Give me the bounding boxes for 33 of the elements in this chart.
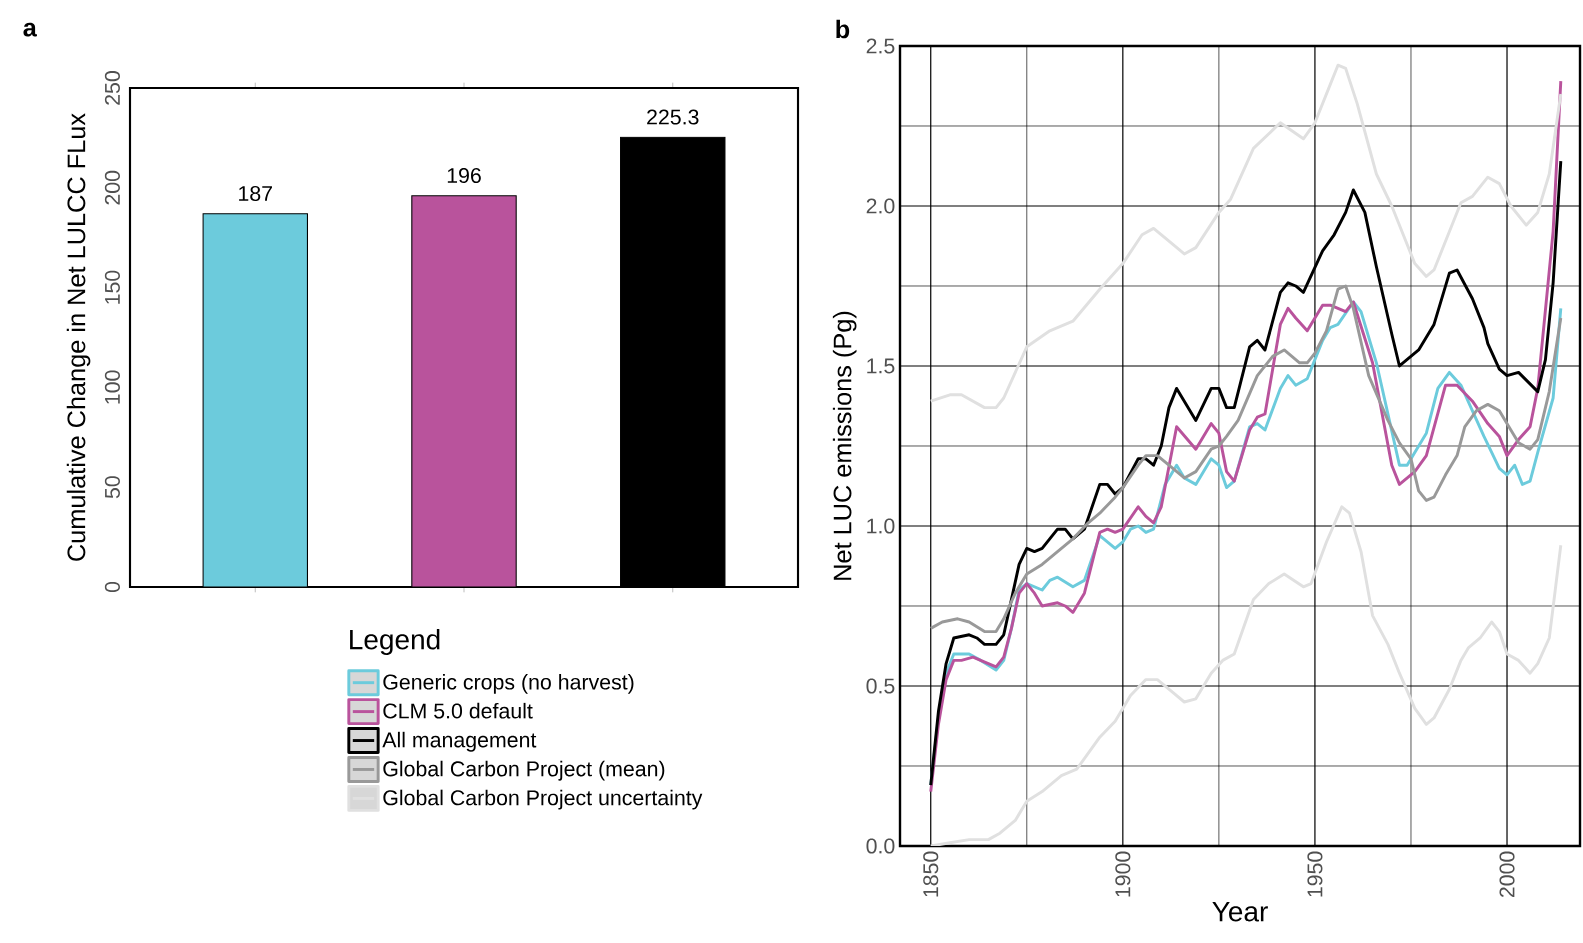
data-label: 225.3 bbox=[647, 109, 699, 125]
x-tick-label: 1850 bbox=[923, 851, 939, 897]
legend-label: CLM 5.0 default bbox=[383, 702, 533, 719]
y-tick-label: 2.5 bbox=[866, 38, 895, 54]
y-tick-label: 0.0 bbox=[866, 838, 895, 854]
legend-label: Global Carbon Project uncertainty bbox=[383, 789, 703, 810]
legend-label: Global Carbon Project (mean) bbox=[383, 760, 665, 781]
line-series bbox=[929, 284, 1563, 634]
y-tick-label: 250 bbox=[104, 71, 120, 105]
chart-title: a bbox=[23, 22, 37, 37]
y-tick-label: 0.5 bbox=[866, 678, 895, 694]
x-tick-label: 1950 bbox=[1307, 851, 1323, 897]
y-tick-label: 150 bbox=[104, 270, 120, 304]
y-axis-title: Net LUC emissions (Pg) bbox=[832, 311, 857, 580]
legend-label: All management bbox=[382, 731, 537, 752]
y-tick-label: 1.5 bbox=[867, 358, 895, 374]
line-series bbox=[929, 505, 1563, 846]
x-tick-label: 2000 bbox=[1499, 851, 1515, 898]
y-tick-label: 100 bbox=[104, 370, 120, 404]
data-label: 187 bbox=[239, 185, 272, 202]
y-axis-title: Cumulative Change in Net LULCC FLux bbox=[66, 113, 91, 561]
chart-title: b bbox=[836, 19, 850, 39]
y-tick-label: 0 bbox=[104, 581, 120, 593]
y-tick-label: 200 bbox=[104, 170, 120, 205]
x-tick-label: 1900 bbox=[1115, 851, 1131, 897]
y-tick-label: 2.0 bbox=[866, 198, 895, 214]
line-series bbox=[929, 63, 1563, 410]
y-tick-label: 50 bbox=[104, 476, 120, 499]
x-axis-title: Year bbox=[1212, 901, 1268, 922]
y-tick-label: 1.0 bbox=[867, 518, 895, 534]
legend-label: Generic crops (no harvest) bbox=[383, 673, 634, 694]
data-label: 196 bbox=[447, 167, 481, 184]
legend-title: Legend bbox=[350, 628, 440, 656]
